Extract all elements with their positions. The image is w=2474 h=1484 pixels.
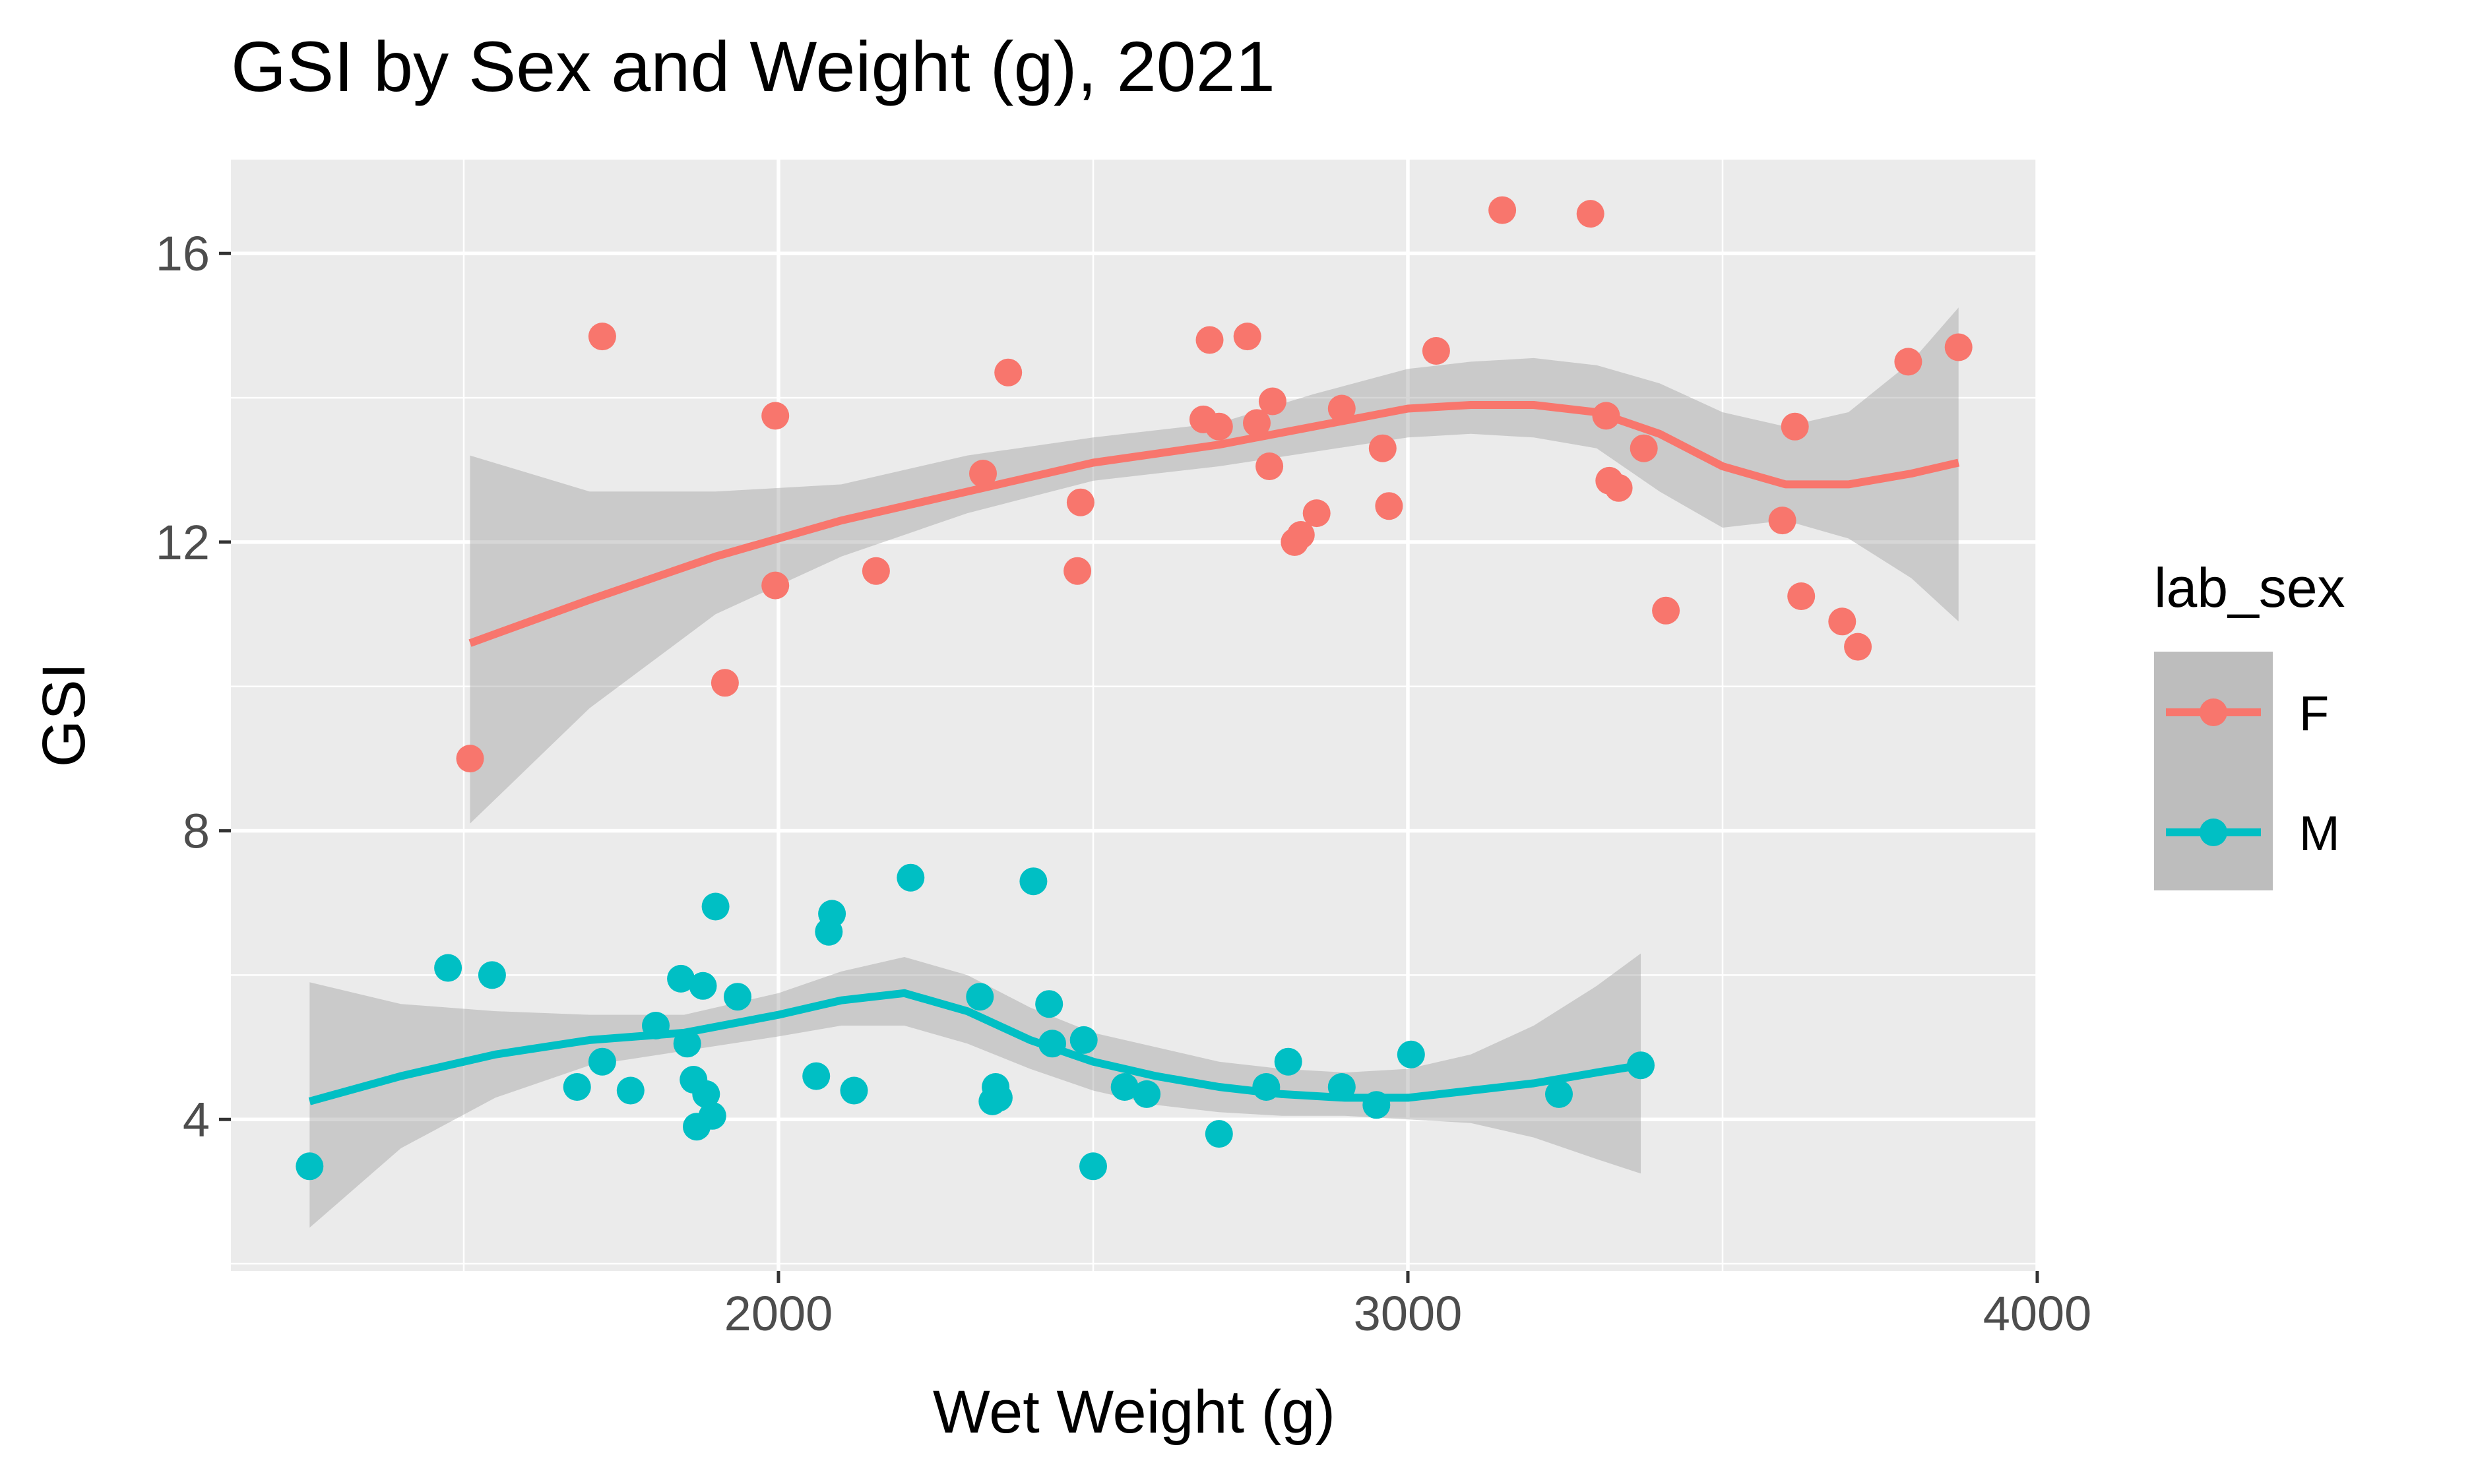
data-point-F bbox=[1844, 633, 1872, 661]
legend-point-M bbox=[2200, 819, 2227, 846]
y-axis-title: GSI bbox=[30, 663, 98, 767]
data-point-F bbox=[1258, 387, 1286, 416]
data-point-M bbox=[1019, 867, 1048, 896]
data-point-M bbox=[1079, 1152, 1107, 1181]
data-point-M bbox=[1252, 1073, 1281, 1101]
data-point-M bbox=[1205, 1120, 1233, 1148]
data-point-M bbox=[642, 1012, 670, 1039]
data-point-F bbox=[1488, 196, 1517, 224]
data-point-F bbox=[1781, 412, 1809, 441]
y-tick-label: 16 bbox=[156, 226, 210, 281]
data-point-F bbox=[1302, 499, 1331, 528]
data-point-M bbox=[1035, 990, 1063, 1018]
data-point-M bbox=[698, 1101, 726, 1130]
y-tick-label: 8 bbox=[183, 804, 210, 859]
data-point-M bbox=[701, 892, 730, 921]
data-point-F bbox=[1768, 507, 1796, 535]
data-point-M bbox=[1627, 1051, 1655, 1080]
data-point-M bbox=[478, 961, 506, 989]
x-axis-title: Wet Weight (g) bbox=[933, 1378, 1335, 1446]
data-point-M bbox=[563, 1073, 591, 1101]
data-point-M bbox=[1327, 1073, 1356, 1101]
legend-key-band bbox=[2154, 652, 2273, 890]
data-point-F bbox=[588, 323, 616, 351]
legend-title: lab_sex bbox=[2154, 557, 2345, 619]
y-tick-label: 12 bbox=[156, 515, 210, 570]
data-point-F bbox=[1286, 521, 1315, 549]
data-point-M bbox=[724, 983, 751, 1011]
data-point-F bbox=[1233, 323, 1261, 351]
data-point-F bbox=[1066, 488, 1094, 516]
data-point-M bbox=[966, 983, 994, 1011]
x-tick-label: 4000 bbox=[1983, 1286, 2092, 1341]
data-point-M bbox=[616, 1076, 645, 1105]
data-point-F bbox=[1375, 492, 1403, 520]
data-point-M bbox=[673, 1030, 701, 1058]
confidence-band-F bbox=[470, 307, 1959, 824]
data-point-F bbox=[711, 669, 739, 697]
smooth-line-F bbox=[468, 401, 1960, 647]
data-point-F bbox=[1243, 409, 1271, 437]
data-point-M bbox=[1069, 1026, 1098, 1054]
data-point-M bbox=[1133, 1080, 1161, 1108]
y-tick-label: 4 bbox=[183, 1092, 210, 1147]
data-point-F bbox=[862, 557, 890, 585]
data-point-M bbox=[588, 1047, 616, 1076]
legend-point-F bbox=[2200, 698, 2227, 726]
data-point-F bbox=[1630, 434, 1658, 462]
data-point-F bbox=[1652, 596, 1680, 625]
data-point-F bbox=[761, 571, 790, 600]
data-point-M bbox=[1545, 1080, 1573, 1108]
data-point-M bbox=[1274, 1047, 1302, 1076]
data-point-M bbox=[692, 1080, 720, 1108]
data-point-M bbox=[296, 1152, 324, 1181]
data-point-F bbox=[1255, 452, 1284, 480]
axes: 2000 3000 4000 4 8 12 16 bbox=[156, 226, 2092, 1341]
data-point-F bbox=[1576, 200, 1604, 228]
grid bbox=[231, 160, 2039, 1271]
data-point-M bbox=[818, 900, 846, 928]
data-points bbox=[296, 196, 1973, 1181]
data-point-F bbox=[1063, 557, 1092, 585]
legend-label-M: M bbox=[2299, 806, 2340, 861]
data-point-F bbox=[1195, 326, 1224, 354]
legend: lab_sex F M bbox=[2154, 557, 2345, 890]
data-point-M bbox=[667, 964, 695, 993]
data-point-F bbox=[761, 402, 790, 430]
data-point-F bbox=[1787, 582, 1816, 610]
chart-title: GSI by Sex and Weight (g), 2021 bbox=[231, 26, 1275, 106]
data-point-M bbox=[1362, 1091, 1391, 1119]
data-point-M bbox=[1038, 1030, 1066, 1058]
data-point-M bbox=[1110, 1073, 1139, 1101]
data-point-M bbox=[802, 1062, 831, 1090]
data-point-F bbox=[1327, 394, 1356, 423]
data-point-M bbox=[897, 863, 925, 892]
x-tick-label: 3000 bbox=[1354, 1286, 1463, 1341]
data-point-F bbox=[1422, 337, 1450, 365]
data-point-M bbox=[1397, 1040, 1425, 1068]
data-point-F bbox=[994, 358, 1023, 386]
data-point-M bbox=[434, 954, 462, 982]
data-point-F bbox=[1944, 333, 1973, 361]
data-point-F bbox=[1604, 474, 1633, 502]
data-point-F bbox=[456, 745, 484, 773]
data-point-M bbox=[984, 1084, 1013, 1112]
data-point-F bbox=[1894, 348, 1922, 376]
data-point-F bbox=[1592, 402, 1620, 430]
data-point-F bbox=[969, 460, 997, 487]
legend-label-F: F bbox=[2299, 686, 2329, 741]
data-point-F bbox=[1828, 607, 1856, 636]
data-point-M bbox=[689, 972, 717, 1000]
data-point-F bbox=[1368, 434, 1397, 462]
data-point-F bbox=[1205, 412, 1233, 441]
x-tick-label: 2000 bbox=[724, 1286, 833, 1341]
data-point-M bbox=[840, 1076, 868, 1105]
